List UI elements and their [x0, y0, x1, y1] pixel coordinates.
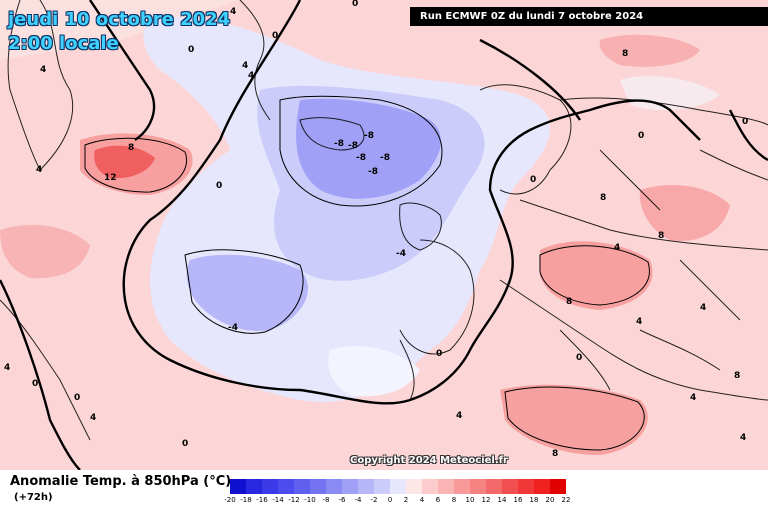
contour-label: 0	[188, 45, 194, 55]
color-swatch	[390, 479, 406, 494]
contour-label: 8	[734, 371, 740, 381]
scale-tick-label: 4	[419, 496, 425, 504]
scale-tick-label: -10	[304, 496, 316, 504]
contour-label: 4	[230, 7, 236, 17]
contour-label: -8	[334, 139, 344, 149]
color-swatch	[534, 479, 550, 494]
color-swatch	[454, 479, 470, 494]
scale-tick-label: -2	[370, 496, 378, 504]
color-scale	[230, 479, 566, 494]
scale-tick-label: 14	[497, 496, 507, 504]
scale-tick-label: 16	[513, 496, 523, 504]
contour-label: 0	[352, 0, 358, 9]
contour-label: 4	[90, 413, 96, 423]
scale-tick-label: -12	[288, 496, 300, 504]
contour-label: 4	[700, 303, 706, 313]
contour-label: 0	[74, 393, 80, 403]
contour-label: 8	[658, 231, 664, 241]
scale-tick-label: 12	[481, 496, 491, 504]
scale-tick-label: -6	[338, 496, 346, 504]
contour-label: 8	[600, 193, 606, 203]
contour-label: 12	[104, 173, 117, 183]
color-swatch	[358, 479, 374, 494]
color-swatch	[262, 479, 278, 494]
scale-tick-label: 8	[451, 496, 457, 504]
contour-label: 0	[182, 439, 188, 449]
contour-label: 0	[216, 181, 222, 191]
color-swatch	[278, 479, 294, 494]
color-swatch	[470, 479, 486, 494]
contour-label: 8	[552, 449, 558, 459]
scale-tick-label: 2	[403, 496, 409, 504]
color-swatch	[406, 479, 422, 494]
contour-label: 0	[742, 117, 748, 127]
scale-tick-label: 22	[561, 496, 571, 504]
color-swatch	[326, 479, 342, 494]
contour-label: 4	[242, 61, 248, 71]
scale-tick-label: 18	[529, 496, 539, 504]
scale-tick-label: 10	[465, 496, 475, 504]
lead-time: (+72h)	[14, 492, 53, 503]
color-swatch	[310, 479, 326, 494]
legend-area: Anomalie Temp. à 850hPa (°C) (+72h) -20-…	[0, 470, 768, 512]
contour-label: 8	[128, 143, 134, 153]
forecast-time: 2:00 locale	[8, 33, 119, 54]
contour-label: -4	[396, 249, 406, 259]
contour-label: 0	[530, 175, 536, 185]
scale-tick-label: -16	[256, 496, 268, 504]
forecast-date: jeudi 10 octobre 2024	[8, 9, 231, 30]
scale-tick-label: -14	[272, 496, 284, 504]
contour-label: 8	[622, 49, 628, 59]
contour-label: 0	[272, 31, 278, 41]
color-swatch	[342, 479, 358, 494]
map-canvas: 0 0 0 4 4 4 8 12 4 0 8 0 0 0 0 -8 -8 -8 …	[0, 0, 768, 470]
contour-label: 0	[436, 349, 442, 359]
contour-label: 4	[4, 363, 10, 373]
copyright: Copyright 2024 Meteociel.fr	[350, 455, 508, 466]
contour-label: 4	[248, 71, 254, 81]
color-swatch	[374, 479, 390, 494]
color-swatch	[438, 479, 454, 494]
scale-tick-label: -18	[240, 496, 252, 504]
contour-label: -4	[228, 323, 238, 333]
scale-tick-label: -20	[224, 496, 236, 504]
contour-label: 4	[40, 65, 46, 75]
color-scale-ticks: -20 -18 -16 -14 -12 -10 -8 -6 -4 -2 0 2 4 6 8 10 12 14 16 1…	[224, 496, 570, 506]
color-swatch	[486, 479, 502, 494]
contour-label: 4	[614, 243, 620, 253]
contour-label: 8	[566, 297, 572, 307]
contour-label: -8	[380, 153, 390, 163]
contour-label: 0	[638, 131, 644, 141]
color-swatch	[502, 479, 518, 494]
color-swatch	[422, 479, 438, 494]
contour-label: 0	[576, 353, 582, 363]
color-swatch	[294, 479, 310, 494]
contour-label: 4	[456, 411, 462, 421]
scale-tick-label: 6	[435, 496, 441, 504]
contour-label: 4	[740, 433, 746, 443]
contour-label: 4	[690, 393, 696, 403]
legend-title: Anomalie Temp. à 850hPa (°C)	[10, 474, 232, 489]
color-swatch	[518, 479, 534, 494]
scale-tick-label: -4	[354, 496, 362, 504]
contour-label: 0	[32, 379, 38, 389]
contour-label: 4	[636, 317, 642, 327]
scale-tick-label: 20	[545, 496, 555, 504]
contour-label: 4	[36, 165, 42, 175]
color-swatch	[550, 479, 566, 494]
color-swatch	[246, 479, 262, 494]
color-swatch	[230, 479, 246, 494]
contour-label: -8	[364, 131, 374, 141]
contour-label: -8	[368, 167, 378, 177]
contour-label: -8	[348, 141, 358, 151]
run-info: Run ECMWF 0Z du lundi 7 octobre 2024	[410, 7, 768, 26]
scale-tick-label: -8	[322, 496, 330, 504]
scale-tick-label: 0	[387, 496, 393, 504]
anomaly-map: 0 0 0 4 4 4 8 12 4 0 8 0 0 0 0 -8 -8 -8 …	[0, 0, 768, 470]
contour-label: -8	[356, 153, 366, 163]
